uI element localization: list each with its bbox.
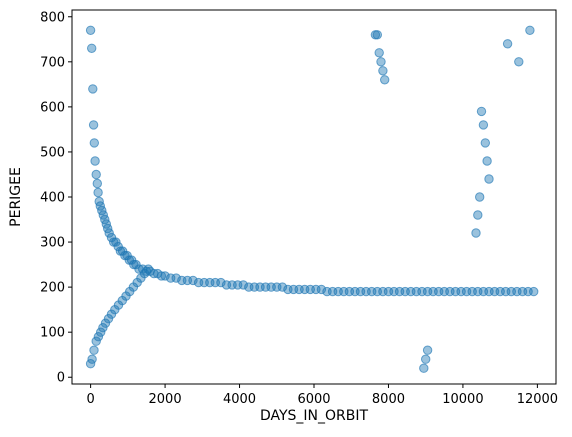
x-tick-label: 4000 bbox=[223, 392, 256, 407]
data-point bbox=[93, 187, 103, 198]
data-point bbox=[87, 43, 97, 53]
y-ticks: 0 100 200 300 400 500 600 700 800 bbox=[40, 10, 72, 386]
data-point bbox=[85, 25, 96, 35]
y-tick-label: 600 bbox=[40, 100, 65, 115]
points-layer bbox=[85, 25, 539, 373]
data-point bbox=[91, 169, 101, 180]
data-point bbox=[91, 336, 101, 346]
data-point bbox=[98, 323, 108, 333]
data-point bbox=[525, 25, 535, 35]
data-point bbox=[421, 354, 431, 364]
data-point bbox=[171, 273, 181, 283]
data-point bbox=[188, 275, 198, 286]
data-point bbox=[316, 284, 327, 295]
y-tick-label: 0 bbox=[57, 371, 65, 386]
data-point bbox=[216, 277, 226, 288]
y-tick-label: 100 bbox=[40, 326, 65, 341]
data-point bbox=[480, 138, 490, 148]
data-point bbox=[104, 228, 114, 238]
data-point bbox=[88, 84, 98, 94]
data-point bbox=[160, 271, 170, 281]
data-point bbox=[372, 30, 382, 40]
data-point bbox=[473, 210, 483, 220]
data-point bbox=[143, 264, 154, 274]
data-point bbox=[482, 156, 492, 166]
data-point bbox=[93, 332, 104, 342]
y-tick-label: 700 bbox=[40, 55, 65, 70]
x-tick-label: 10000 bbox=[442, 392, 483, 407]
y-tick-label: 300 bbox=[40, 236, 65, 251]
data-point bbox=[475, 192, 485, 202]
x-tick-label: 2000 bbox=[149, 392, 182, 407]
data-point bbox=[376, 57, 386, 67]
data-point bbox=[88, 120, 99, 130]
data-point bbox=[92, 178, 103, 189]
data-point bbox=[90, 156, 100, 166]
y-tick-label: 500 bbox=[40, 145, 65, 160]
data-point bbox=[476, 106, 487, 117]
data-point bbox=[277, 282, 288, 292]
data-point bbox=[378, 66, 388, 76]
data-point bbox=[422, 345, 433, 355]
data-point bbox=[89, 138, 100, 148]
data-point bbox=[514, 57, 524, 67]
data-point bbox=[380, 75, 390, 85]
data-point bbox=[502, 39, 513, 49]
data-point bbox=[87, 354, 97, 364]
y-tick-label: 800 bbox=[40, 10, 65, 25]
data-point bbox=[419, 363, 429, 373]
data-point bbox=[238, 280, 249, 290]
x-axis-label: DAYS_IN_ORBIT bbox=[260, 408, 369, 424]
data-point bbox=[478, 120, 489, 130]
data-point bbox=[89, 345, 99, 355]
data-point bbox=[96, 327, 106, 337]
data-point bbox=[471, 228, 481, 238]
x-tick-label: 0 bbox=[86, 392, 94, 407]
data-point bbox=[111, 237, 121, 247]
data-point bbox=[529, 286, 539, 297]
x-ticks: 0 2000 4000 6000 8000 10000 12000 bbox=[86, 384, 558, 407]
x-tick-label: 6000 bbox=[297, 392, 330, 407]
y-tick-label: 400 bbox=[40, 191, 65, 206]
x-tick-label: 12000 bbox=[517, 392, 558, 407]
y-axis-label: PERIGEE bbox=[8, 167, 24, 227]
x-tick-label: 8000 bbox=[372, 392, 405, 407]
y-tick-label: 200 bbox=[40, 281, 65, 296]
data-point bbox=[374, 48, 384, 58]
data-point bbox=[484, 174, 494, 184]
